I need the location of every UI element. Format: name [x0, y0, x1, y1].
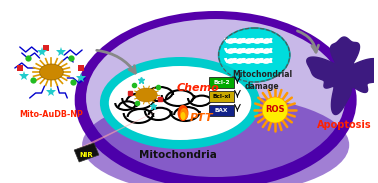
Ellipse shape — [180, 108, 188, 120]
Ellipse shape — [75, 11, 356, 183]
Polygon shape — [74, 108, 163, 150]
Text: ROS: ROS — [265, 106, 285, 115]
FancyBboxPatch shape — [209, 105, 234, 116]
Text: Chemo: Chemo — [177, 83, 219, 93]
Circle shape — [262, 97, 288, 123]
Polygon shape — [74, 143, 99, 162]
Ellipse shape — [100, 57, 260, 149]
Text: Mito-AuDB-NP: Mito-AuDB-NP — [20, 110, 84, 119]
Text: PTT: PTT — [190, 113, 214, 123]
Text: BAX: BAX — [215, 109, 228, 113]
Ellipse shape — [136, 88, 157, 102]
Text: Apoptosis: Apoptosis — [317, 120, 372, 130]
Text: NIR: NIR — [79, 152, 93, 158]
Ellipse shape — [82, 95, 349, 183]
Text: Bcl-xl: Bcl-xl — [212, 94, 231, 100]
Text: Mitochondria: Mitochondria — [139, 150, 217, 160]
Ellipse shape — [109, 66, 251, 140]
Ellipse shape — [40, 64, 63, 80]
Ellipse shape — [178, 105, 189, 121]
Ellipse shape — [86, 19, 345, 177]
Ellipse shape — [218, 28, 290, 82]
Text: Bcl-2: Bcl-2 — [213, 81, 230, 85]
FancyBboxPatch shape — [209, 91, 234, 102]
Text: Mitochondrial
damage: Mitochondrial damage — [232, 70, 292, 91]
Ellipse shape — [181, 112, 186, 120]
FancyBboxPatch shape — [209, 77, 234, 88]
Polygon shape — [307, 37, 378, 115]
